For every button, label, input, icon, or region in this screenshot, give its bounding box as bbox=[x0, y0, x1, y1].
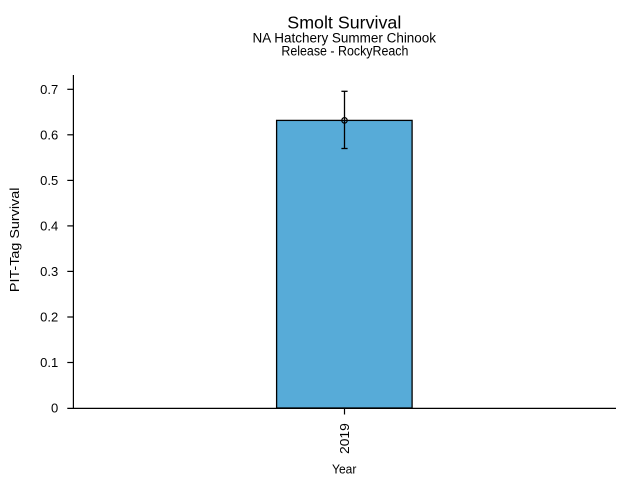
svg-text:0.1: 0.1 bbox=[40, 355, 58, 370]
svg-text:Smolt Survival: Smolt Survival bbox=[287, 12, 401, 32]
svg-text:2019: 2019 bbox=[337, 423, 352, 454]
svg-text:0.2: 0.2 bbox=[40, 310, 58, 325]
svg-text:0.7: 0.7 bbox=[40, 82, 58, 97]
svg-text:0: 0 bbox=[51, 401, 58, 416]
svg-text:0.4: 0.4 bbox=[40, 219, 58, 234]
svg-text:NA Hatchery Summer Chinook: NA Hatchery Summer Chinook bbox=[253, 30, 437, 45]
svg-text:PIT-Tag Survival: PIT-Tag Survival bbox=[7, 187, 22, 292]
svg-text:0.5: 0.5 bbox=[40, 173, 58, 188]
svg-text:Year: Year bbox=[332, 462, 356, 476]
svg-text:Release - RockyReach: Release - RockyReach bbox=[281, 44, 408, 59]
svg-text:0.3: 0.3 bbox=[40, 264, 58, 279]
svg-text:0.6: 0.6 bbox=[40, 127, 58, 142]
